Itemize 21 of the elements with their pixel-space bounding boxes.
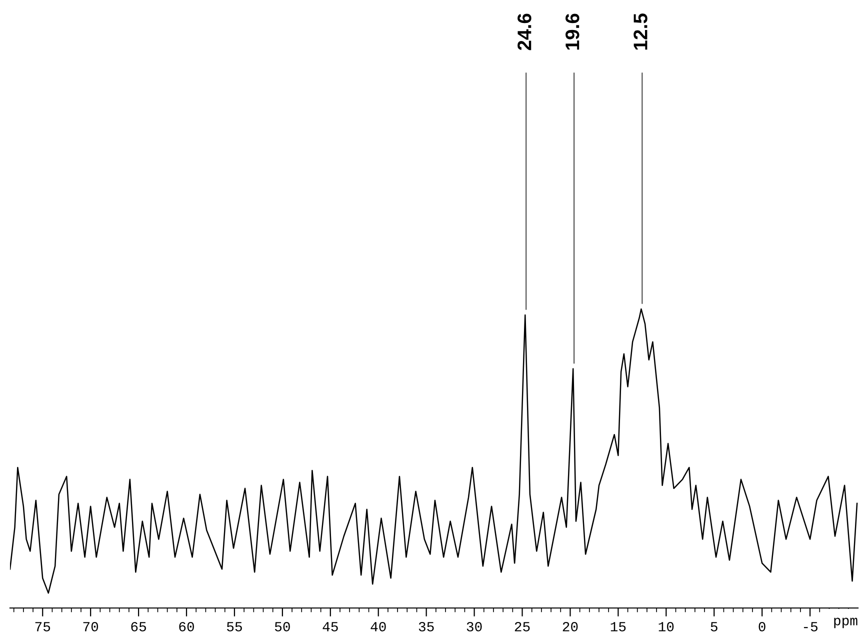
x-tick-label: 10 [658,622,674,632]
x-tick-label: 60 [179,622,194,632]
x-tick-label: 20 [562,622,578,632]
x-tick-label: 35 [418,622,434,632]
x-tick-label: 40 [370,622,386,632]
x-tick-label: 55 [227,622,242,632]
x-tick-label: 0 [758,622,766,632]
x-tick-label: 50 [274,622,290,632]
x-axis-title: ppm [834,618,858,628]
x-tick-label: 25 [514,622,530,632]
x-tick-label: 65 [131,622,146,632]
x-tick-label: 5 [710,622,718,632]
annotation: 24.6 [518,14,532,50]
x-tick-label: 15 [610,622,626,632]
x-tick-label: 45 [322,622,338,632]
annotation: 19.6 [566,14,580,50]
x-tick-label: -5 [804,622,818,632]
x-tick-label: 70 [83,622,98,632]
x-tick-label: 30 [466,622,482,632]
annotation: 12.5 [634,14,648,50]
x-tick-label: 75 [35,622,50,632]
